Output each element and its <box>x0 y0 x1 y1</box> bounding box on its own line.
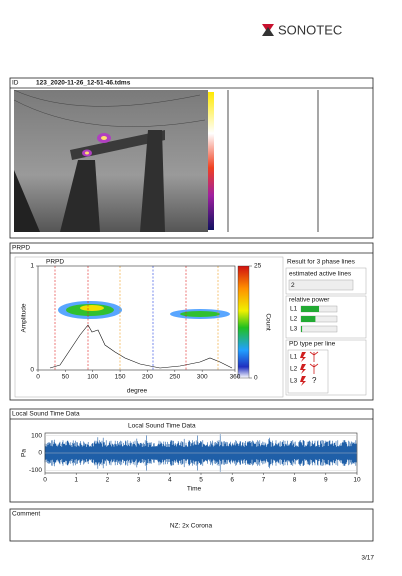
prpd-plot <box>49 265 250 379</box>
prpd-box <box>9 242 374 401</box>
lightning-icon <box>300 376 306 386</box>
relative-power-label: relative power <box>289 297 330 304</box>
x-tick-label: 6 <box>230 477 234 484</box>
power-bar <box>301 326 303 332</box>
lightning-icon <box>300 364 306 374</box>
x-tick-label: 100 <box>87 374 98 381</box>
x-tick-label: 150 <box>115 374 126 381</box>
x-tick-label: 360 <box>230 374 241 381</box>
corona-icon <box>309 363 319 374</box>
page-number: 3/17 <box>361 555 374 562</box>
x-tick-label: 300 <box>197 374 208 381</box>
active-lines-label: estimated active lines <box>289 271 352 278</box>
sound-box <box>9 408 374 503</box>
active-lines: 2 <box>291 282 295 289</box>
result-title: Result for 3 phase lines <box>287 259 356 266</box>
x-tick-label: 1 <box>74 477 78 484</box>
x-tick-label: 4 <box>168 477 172 484</box>
x-tick-label: 0 <box>43 477 47 484</box>
lightning-icon <box>300 352 306 362</box>
x-tick-label: 10 <box>353 477 361 484</box>
pd-type-label: PD type per line <box>289 341 336 348</box>
comment-header: Comment <box>12 511 40 518</box>
sound-title: Local Sound Time Data <box>128 423 196 430</box>
y-label: Pa <box>21 449 28 457</box>
pd-line-label: L2 <box>290 366 298 373</box>
x-tick-label: 9 <box>324 477 328 484</box>
pd-line-label: L1 <box>290 354 298 361</box>
y-tick-label: 1 <box>30 263 34 270</box>
x-tick-label: 3 <box>137 477 141 484</box>
x-tick-label: 50 <box>62 374 70 381</box>
line-label: L2 <box>290 316 298 323</box>
x-tick-label: 8 <box>293 477 297 484</box>
y-tick-label: -100 <box>29 467 42 474</box>
unknown-type: ? <box>312 376 317 385</box>
corona-icon <box>309 351 319 362</box>
line-label: L1 <box>290 306 298 313</box>
x-label: Time <box>187 486 202 493</box>
y-tick-label: 0 <box>38 450 42 457</box>
y-tick-label: 100 <box>31 432 42 439</box>
colorbar-tick-label: 25 <box>254 263 262 270</box>
logo-text: SONOTEC <box>278 22 342 37</box>
prpd-title: PRPD <box>46 259 64 266</box>
x-tick-label: 7 <box>262 477 266 484</box>
logo: SONOTEC <box>262 22 342 37</box>
colorbar-label: Count <box>264 313 271 331</box>
line-label: L3 <box>290 326 298 333</box>
x-tick-label: 5 <box>199 477 203 484</box>
x-label: degree <box>127 388 148 395</box>
id-box <box>9 77 374 239</box>
comment-text: NZ: 2x Corona <box>170 523 213 530</box>
x-tick-label: 0 <box>36 374 40 381</box>
y-label: Amplitude <box>21 303 28 332</box>
colorbar-tick-label: 0 <box>254 375 258 382</box>
power-bar <box>301 316 316 322</box>
file-name: 123_2020-11-26_12-51-46.tdms <box>36 80 131 87</box>
y-tick-label: 0 <box>30 367 34 374</box>
x-tick-label: 200 <box>142 374 153 381</box>
x-tick-label: 2 <box>106 477 110 484</box>
prpd-header: PRPD <box>12 245 30 252</box>
x-tick-label: 250 <box>169 374 180 381</box>
id-label: ID <box>12 80 19 87</box>
sound-header: Local Sound Time Data <box>12 411 80 418</box>
thermal-photo <box>13 89 214 232</box>
pd-line-label: L3 <box>290 378 298 385</box>
power-track <box>300 325 338 333</box>
power-bar <box>301 306 319 312</box>
comment-box <box>9 508 374 542</box>
